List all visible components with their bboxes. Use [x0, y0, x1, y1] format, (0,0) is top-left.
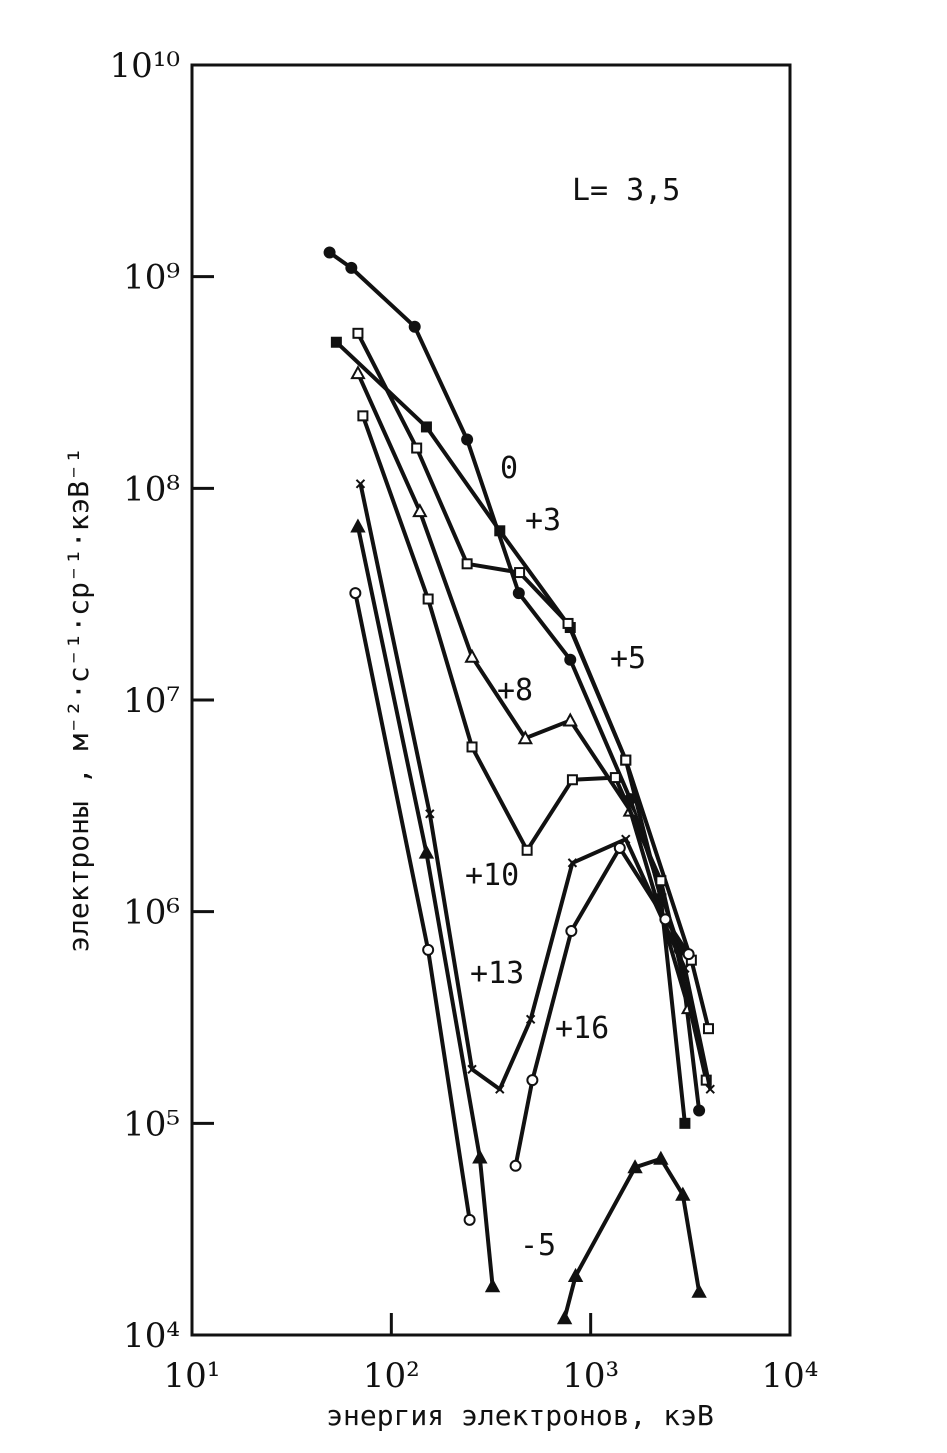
marker	[680, 963, 690, 974]
marker	[420, 421, 432, 433]
marker	[566, 774, 578, 786]
annotation: L= 3,5	[572, 173, 680, 208]
series-line	[355, 526, 702, 1319]
marker	[627, 1159, 643, 1174]
marker	[466, 741, 478, 753]
curve-label: +13	[470, 956, 524, 991]
marker	[461, 558, 473, 570]
marker	[609, 772, 621, 784]
marker	[562, 712, 578, 727]
y-tick-label: 10⁷	[123, 681, 180, 721]
marker	[521, 844, 533, 856]
marker	[323, 246, 336, 259]
x-tick-label: 10²	[363, 1356, 420, 1396]
marker	[330, 336, 342, 348]
marker	[425, 809, 435, 819]
x-tick-label: 10⁴	[762, 1356, 819, 1396]
curve-label: +16	[555, 1011, 609, 1046]
plot-frame	[190, 63, 792, 1337]
curve-label: +10	[465, 858, 519, 893]
marker	[682, 948, 695, 961]
marker	[495, 1084, 505, 1094]
marker	[464, 648, 480, 663]
marker	[653, 1150, 669, 1165]
marker	[556, 1310, 573, 1325]
curve-label: -5	[520, 1228, 556, 1263]
marker	[411, 442, 423, 454]
marker	[514, 567, 526, 579]
marker	[467, 1064, 477, 1075]
y-tick-label: 10¹⁰	[109, 46, 180, 86]
series-line	[361, 415, 709, 1081]
y-tick-label: 10⁹	[123, 258, 180, 298]
x-tick-label: 10³	[562, 1356, 619, 1396]
marker	[565, 925, 578, 938]
marker	[691, 1283, 707, 1298]
y-tick-label: 10⁶	[123, 893, 180, 933]
marker	[525, 1014, 536, 1025]
marker	[621, 834, 631, 844]
marker	[562, 617, 574, 629]
y-tick-label: 10⁸	[123, 469, 180, 509]
marker	[484, 1278, 501, 1293]
marker	[472, 1149, 488, 1164]
marker	[512, 587, 525, 600]
marker	[350, 365, 366, 380]
marker	[461, 433, 474, 446]
y-axis-label: электроны , м⁻²·с⁻¹·ср⁻¹·кэВ⁻¹	[62, 447, 95, 953]
curve-label: +3	[525, 503, 561, 538]
marker	[567, 1267, 584, 1282]
x-tick-label: 10¹	[164, 1356, 221, 1396]
curve-label: 0	[500, 451, 518, 486]
marker	[620, 754, 632, 766]
marker	[463, 1213, 476, 1226]
marker	[702, 1023, 714, 1035]
curve-label: +5	[610, 641, 646, 676]
marker	[352, 327, 364, 339]
marker	[705, 1084, 715, 1094]
marker	[349, 587, 362, 600]
series-line	[356, 332, 711, 1030]
marker	[567, 858, 578, 868]
marker	[408, 320, 421, 333]
marker	[655, 875, 667, 887]
curve-label: +8	[497, 673, 533, 708]
marker	[418, 844, 435, 859]
marker	[494, 525, 506, 537]
marker	[659, 913, 672, 926]
y-tick-label: 10⁴	[123, 1316, 180, 1356]
marker	[355, 479, 366, 489]
marker	[564, 653, 577, 666]
marker	[679, 1117, 691, 1129]
marker	[345, 261, 358, 274]
marker	[526, 1074, 539, 1087]
y-tick-label: 10⁵	[123, 1104, 180, 1144]
marker	[675, 1186, 691, 1201]
marker	[509, 1159, 522, 1172]
marker	[517, 730, 533, 745]
marker	[350, 518, 366, 533]
marker	[357, 410, 369, 422]
marker	[412, 503, 428, 518]
marker	[613, 841, 626, 854]
marker	[693, 1104, 706, 1117]
marker	[422, 593, 434, 605]
marker	[422, 943, 435, 956]
x-axis-label: энергия электронов, кэВ	[326, 1399, 714, 1432]
